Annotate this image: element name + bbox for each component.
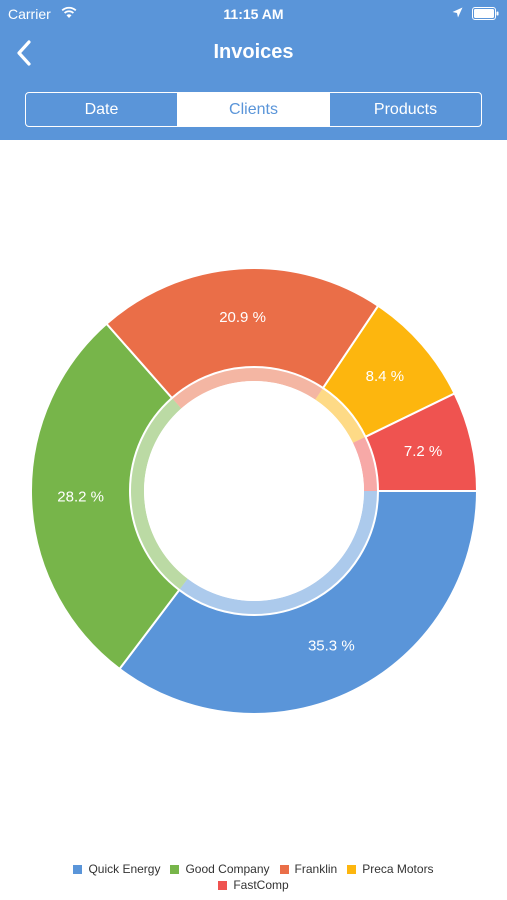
carrier-label: Carrier (8, 6, 51, 22)
header: Carrier 11:15 AM Invoices Date Clients P… (0, 0, 507, 140)
legend-label: Quick Energy (88, 862, 161, 876)
slice-inner-ring-quick-energy (179, 491, 378, 615)
legend-swatch (73, 864, 83, 874)
legend-swatch (170, 864, 180, 874)
legend-item-franklin: Franklin (279, 862, 338, 876)
legend-label: FastComp (233, 878, 289, 892)
donut-chart[interactable]: 35.3 % 28.2 % 20.9 % 8.4 % 7.2 % (0, 140, 507, 840)
navigation-bar: Invoices (0, 28, 507, 78)
tab-date[interactable]: Date (26, 93, 178, 126)
legend-label: Franklin (294, 862, 338, 876)
tab-clients[interactable]: Clients (178, 93, 330, 126)
legend-swatch (218, 880, 228, 890)
location-arrow-icon (452, 7, 463, 18)
battery-icon (472, 7, 499, 20)
wifi-icon (61, 6, 77, 18)
back-button[interactable] (8, 36, 40, 70)
legend-swatch (279, 864, 289, 874)
chart-area: 35.3 % 28.2 % 20.9 % 8.4 % 7.2 % (0, 140, 507, 840)
status-bar: Carrier 11:15 AM (0, 0, 507, 28)
legend-item-quick-energy: Quick Energy (73, 862, 160, 876)
donut-hole (144, 381, 364, 601)
slice-label-good-company: 28.2 % (57, 489, 104, 506)
slice-fastcomp[interactable] (364, 392, 479, 492)
slice-label-quick-energy: 35.3 % (308, 637, 355, 654)
legend-item-fastcomp: FastComp (218, 878, 289, 892)
page-title: Invoices (213, 41, 294, 63)
slice-good-company[interactable] (30, 322, 181, 671)
legend-swatch (347, 864, 357, 874)
slice-inner-ring-fastcomp (352, 436, 378, 491)
slice-label-fastcomp: 7.2 % (404, 443, 442, 460)
slice-inner-ring-good-company (130, 397, 188, 590)
legend-item-preca-motors: Preca Motors (347, 862, 434, 876)
tab-products[interactable]: Products (373, 100, 438, 118)
legend-label: Preca Motors (362, 862, 434, 876)
slice-quick-energy[interactable] (118, 490, 479, 715)
segmented-control: Date Clients Products (25, 92, 482, 127)
legend-item-good-company: Good Company (170, 862, 270, 876)
legend-label: Good Company (185, 862, 270, 876)
slice-franklin[interactable] (105, 267, 380, 400)
slice-inner-ring-preca-motors (315, 388, 366, 443)
slice-inner-ring-franklin (171, 367, 324, 409)
clock: 11:15 AM (223, 6, 284, 22)
slice-label-preca-motors: 8.4 % (366, 368, 404, 385)
chevron-left-icon (17, 40, 31, 66)
slice-label-franklin: 20.9 % (219, 309, 266, 326)
chart-legend: Quick Energy Good Company Franklin Preca Mo… (40, 862, 467, 892)
